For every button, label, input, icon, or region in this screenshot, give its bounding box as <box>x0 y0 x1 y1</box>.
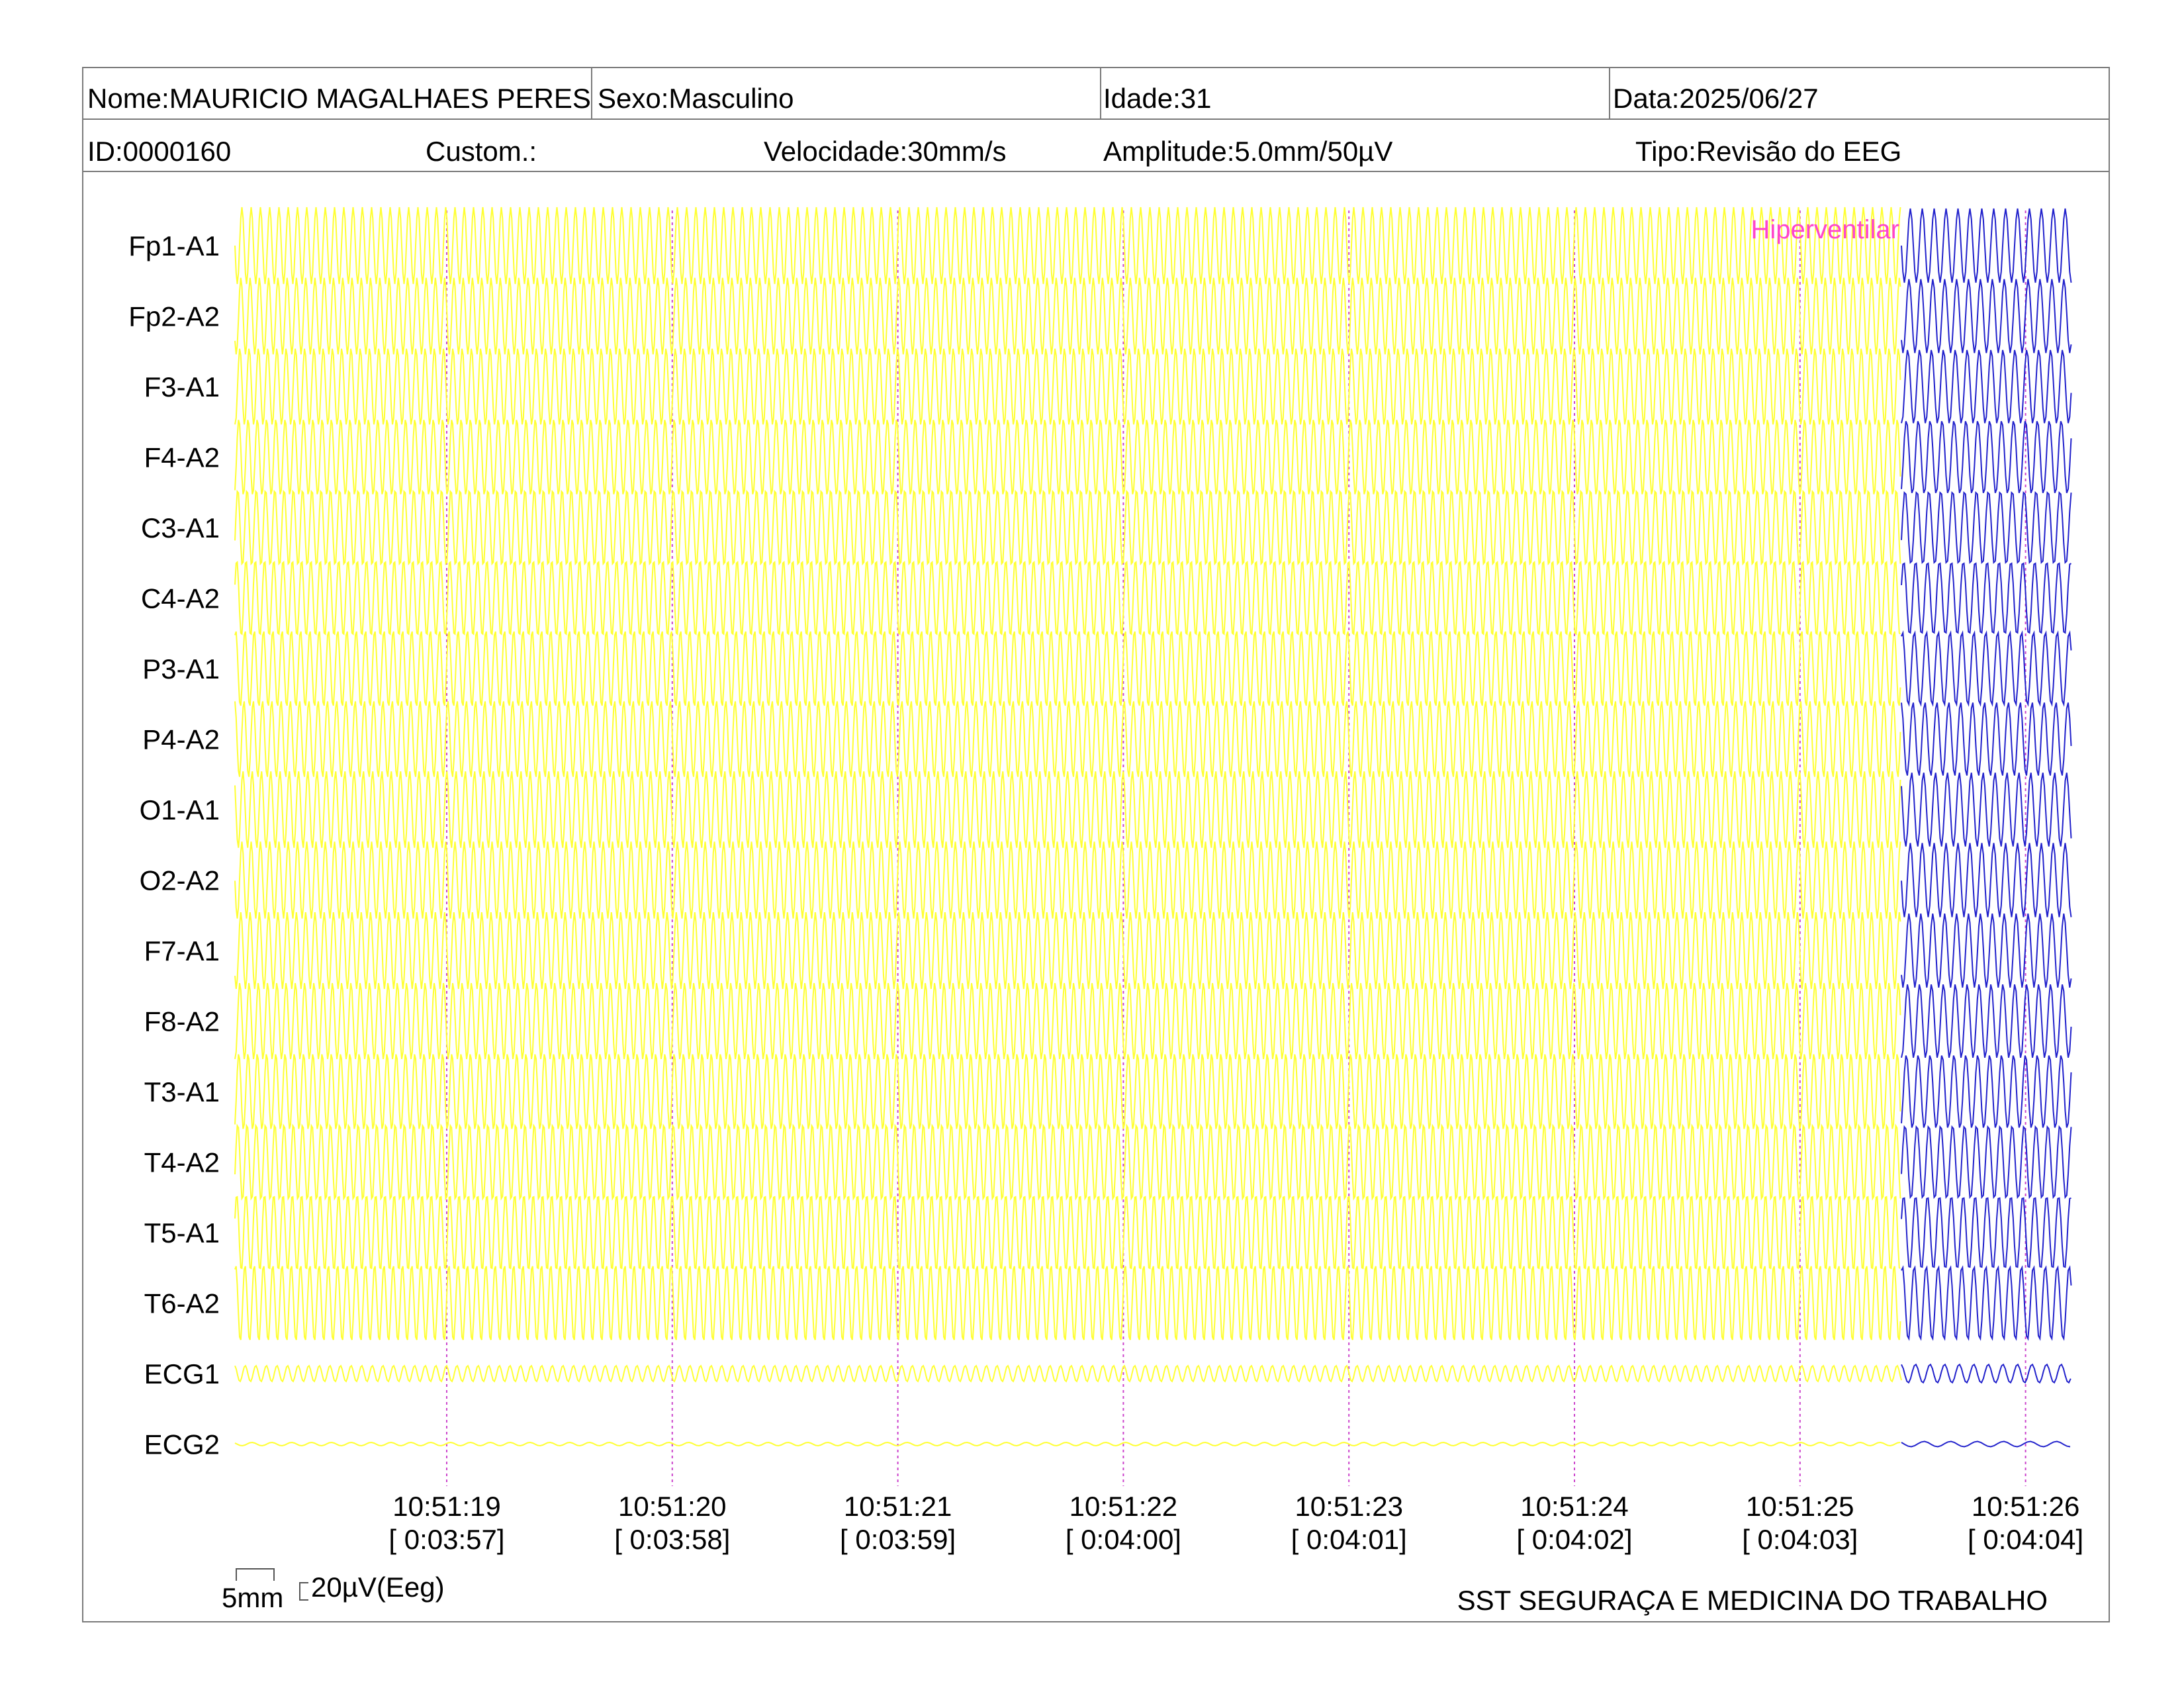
eeg-trace-segment-after-event <box>1901 562 2072 634</box>
patient-name: Nome:MAURICIO MAGALHAES PERES <box>87 83 591 114</box>
time-axis-labels: 10:51:19[ 0:03:57] 10:51:20[ 0:03:58] 10:5… <box>388 1491 2083 1555</box>
time-clock-label: 10:51:21 <box>844 1491 952 1522</box>
eeg-trace-segment <box>234 631 1901 706</box>
channel-label: ECG1 <box>144 1358 220 1389</box>
eeg-trace-segment-after-event <box>1901 1055 2072 1128</box>
organization-name: SST SEGURAÇA E MEDICINA DO TRABALHO <box>1457 1585 2048 1616</box>
eeg-trace-segment-after-event <box>1901 420 2072 494</box>
eeg-trace-segment <box>234 701 1901 777</box>
exam-date: Data:2025/06/27 <box>1613 83 1819 114</box>
channel-label: T4-A2 <box>144 1147 220 1178</box>
header-col-divider-2 <box>1100 67 1101 120</box>
time-clock-label: 10:51:20 <box>618 1491 727 1522</box>
eeg-trace-segment <box>234 1364 1902 1383</box>
eeg-trace-segment <box>234 420 1901 494</box>
eeg-trace-segment <box>234 983 1901 1059</box>
eeg-trace-segment-after-event <box>1901 984 2072 1058</box>
time-elapsed-label: [ 0:03:58] <box>614 1524 730 1555</box>
time-clock-label: 10:51:26 <box>1972 1491 2080 1522</box>
channel-label: T6-A2 <box>144 1288 220 1319</box>
header-col-divider-1 <box>591 67 592 120</box>
eeg-trace-segment <box>234 1441 1901 1447</box>
eeg-trace-segment-after-event <box>1901 843 2072 917</box>
recording-speed: Velocidade:30mm/s <box>764 136 1007 167</box>
channel-label: Fp2-A2 <box>128 301 220 332</box>
time-elapsed-label: [ 0:03:59] <box>840 1524 956 1555</box>
time-elapsed-label: [ 0:04:02] <box>1516 1524 1632 1555</box>
eeg-trace-segment-after-event <box>1901 350 2072 424</box>
amplitude-calibration-bracket <box>299 1582 308 1601</box>
eeg-trace-segment-after-event <box>1901 208 2072 283</box>
eeg-trace-segment <box>234 771 1901 848</box>
eeg-trace-segment-after-event <box>1901 773 2072 847</box>
time-clock-label: 10:51:19 <box>392 1491 501 1522</box>
patient-sex: Sexo:Masculino <box>598 83 794 114</box>
eeg-trace-segment <box>234 912 1901 990</box>
eeg-trace-segment <box>234 1054 1901 1129</box>
eeg-trace-segment <box>234 277 1901 355</box>
time-elapsed-label: [ 0:04:00] <box>1066 1524 1181 1555</box>
time-elapsed-label: [ 0:04:01] <box>1291 1524 1407 1555</box>
channel-label: T3-A1 <box>144 1076 220 1107</box>
channel-label: P4-A2 <box>142 724 220 755</box>
eeg-trace-segment-after-event <box>1901 913 2072 988</box>
eeg-trace-segment <box>234 1123 1901 1201</box>
time-calibration-bracket <box>236 1568 275 1581</box>
eeg-trace-segment <box>234 489 1901 566</box>
exam-type: Tipo:Revisão do EEG <box>1635 136 1902 167</box>
eeg-trace-segment-after-event <box>1901 702 2072 776</box>
channel-label: T5-A1 <box>144 1217 220 1248</box>
report-frame <box>82 67 2110 1622</box>
channel-label: O2-A2 <box>140 865 220 896</box>
time-elapsed-label: [ 0:04:04] <box>1968 1524 2083 1555</box>
calibration-marker: 5mm 20µV(Eeg) <box>222 1568 445 1613</box>
eeg-trace-segment-after-event <box>1901 1265 2072 1341</box>
eeg-trace-segment <box>234 561 1901 635</box>
eeg-trace-segment <box>234 841 1901 919</box>
channel-label: F3-A1 <box>144 371 220 402</box>
channel-label: O1-A1 <box>140 794 220 825</box>
eeg-trace-segment-after-event <box>1901 1363 2071 1384</box>
channel-labels: Fp1-A1 Fp2-A2 F3-A1 F4-A2 C3-A1 C4-A2 P3-A1 P4-… <box>128 230 220 1460</box>
time-calibration-label: 5mm <box>222 1582 283 1613</box>
channel-label: C3-A1 <box>141 512 220 543</box>
channel-label: F7-A1 <box>144 935 220 966</box>
header-divider-1 <box>82 118 2110 120</box>
channel-label: C4-A2 <box>141 583 220 614</box>
channel-label: F8-A2 <box>144 1006 220 1037</box>
time-clock-label: 10:51:25 <box>1746 1491 1854 1522</box>
amplitude-calibration-label: 20µV(Eeg) <box>311 1571 445 1603</box>
eeg-trace-segment-after-event <box>1901 279 2072 353</box>
header-divider-2 <box>82 171 2110 172</box>
recording-amplitude: Amplitude:5.0mm/50µV <box>1103 136 1393 167</box>
time-elapsed-label: [ 0:03:57] <box>388 1524 504 1555</box>
eeg-trace-segment-after-event <box>1901 1125 2072 1199</box>
eeg-trace-segment-after-event <box>1901 1440 2071 1448</box>
eeg-trace-segment-after-event <box>1901 1197 2071 1268</box>
eeg-trace-segment <box>234 1196 1901 1270</box>
time-clock-label: 10:51:22 <box>1069 1491 1178 1522</box>
eeg-trace-segment <box>234 348 1901 425</box>
eeg-trace-segment <box>234 207 1901 285</box>
time-elapsed-label: [ 0:04:03] <box>1742 1524 1858 1555</box>
channel-label: P3-A1 <box>142 653 220 684</box>
channel-label: F4-A2 <box>144 442 220 473</box>
time-clock-label: 10:51:24 <box>1520 1491 1629 1522</box>
eeg-trace-segment-after-event <box>1901 630 2072 707</box>
eeg-trace-segment <box>234 1266 1901 1340</box>
channel-label: Fp1-A1 <box>128 230 220 261</box>
channel-label: ECG2 <box>144 1429 220 1460</box>
event-annotation: Hiperventilar <box>1751 215 1899 244</box>
eeg-traces <box>234 207 2072 1448</box>
eeg-trace-segment-after-event <box>1901 491 2072 564</box>
patient-id: ID:0000160 <box>87 136 232 167</box>
patient-age: Idade:31 <box>1103 83 1212 114</box>
custom-field: Custom.: <box>426 136 537 167</box>
time-clock-label: 10:51:23 <box>1295 1491 1403 1522</box>
header-col-divider-3 <box>1609 67 1610 120</box>
